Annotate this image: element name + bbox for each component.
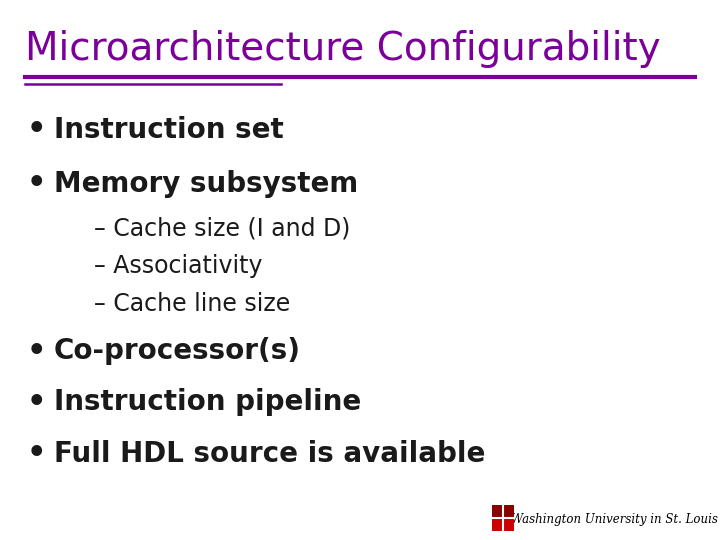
Text: – Cache size (I and D): – Cache size (I and D) <box>94 217 350 240</box>
Text: •: • <box>27 115 46 144</box>
Text: Washington University in St. Louis: Washington University in St. Louis <box>511 513 718 526</box>
Text: Instruction set: Instruction set <box>54 116 284 144</box>
Text: Co-processor(s): Co-processor(s) <box>54 337 301 365</box>
Text: Full HDL source is available: Full HDL source is available <box>54 440 485 468</box>
Text: Instruction pipeline: Instruction pipeline <box>54 388 361 416</box>
Text: •: • <box>27 388 46 417</box>
Text: – Associativity: – Associativity <box>94 254 262 278</box>
Text: Microarchitecture Configurability: Microarchitecture Configurability <box>25 30 661 68</box>
Text: Memory subsystem: Memory subsystem <box>54 170 359 198</box>
Text: •: • <box>27 169 46 198</box>
Text: •: • <box>27 336 46 366</box>
Text: •: • <box>27 439 46 468</box>
Text: – Cache line size: – Cache line size <box>94 292 290 316</box>
